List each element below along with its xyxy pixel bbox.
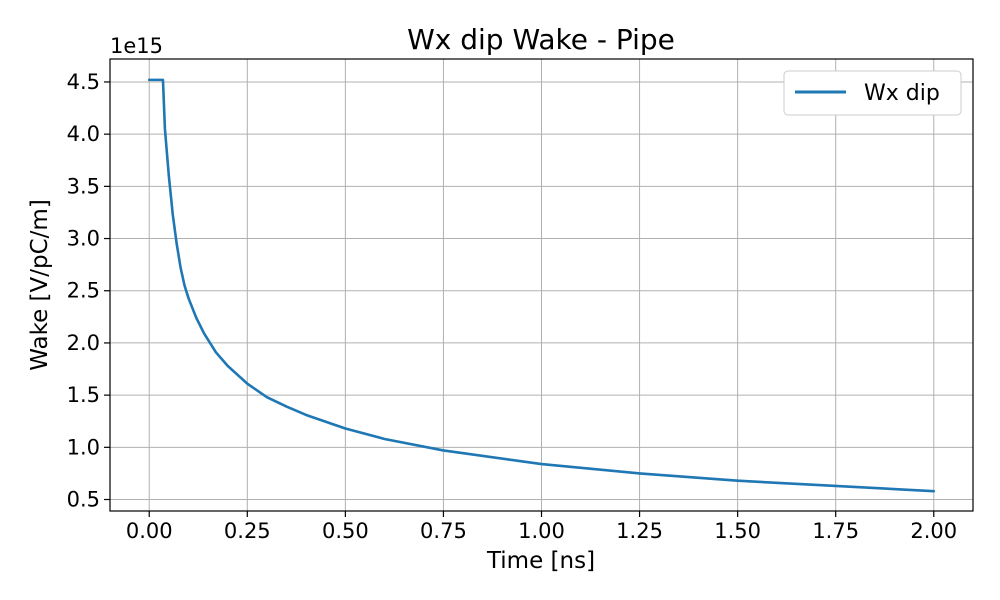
y-tick-label: 4.0 — [67, 122, 100, 146]
x-tick-label: 2.00 — [910, 519, 957, 543]
series-line-wx-dip — [147, 78, 936, 493]
legend: Wx dip — [783, 70, 962, 116]
chart-title: Wx dip Wake - Pipe — [407, 23, 675, 56]
x-tick-label: 1.75 — [812, 519, 859, 543]
y-axis-label: Wake [V/pC/m] — [27, 199, 53, 371]
x-tick-label: 0.50 — [322, 519, 369, 543]
x-tick-label: 1.00 — [518, 519, 565, 543]
legend-box — [783, 70, 962, 116]
y-tick-label: 0.5 — [67, 488, 100, 512]
x-tick-label: 0.00 — [126, 519, 173, 543]
y-tick-label: 4.5 — [67, 70, 100, 94]
grid — [110, 59, 973, 511]
x-tick-label: 0.75 — [420, 519, 467, 543]
y-axis-ticks: 0.5 1.0 1.5 2.0 2.5 3.0 3.5 4.0 4.5 — [67, 70, 110, 512]
x-axis-ticks: 0.00 0.25 0.50 0.75 1.00 1.25 1.50 1.75 2.00 — [126, 511, 957, 543]
legend-label-wx-dip: Wx dip — [864, 81, 940, 106]
y-tick-label: 3.0 — [67, 227, 100, 251]
y-tick-label: 2.5 — [67, 279, 100, 303]
x-tick-label: 1.50 — [714, 519, 761, 543]
x-tick-label: 0.25 — [224, 519, 271, 543]
x-tick-label: 1.25 — [616, 519, 663, 543]
y-axis-multiplier: 1e15 — [110, 34, 163, 58]
y-tick-label: 3.5 — [67, 174, 100, 198]
plot-frame — [109, 58, 974, 512]
x-axis-label: Time [ns] — [486, 548, 595, 574]
y-tick-label: 1.5 — [67, 383, 100, 407]
y-tick-label: 1.0 — [67, 435, 100, 459]
series-layer — [147, 78, 936, 493]
y-tick-label: 2.0 — [67, 331, 100, 355]
